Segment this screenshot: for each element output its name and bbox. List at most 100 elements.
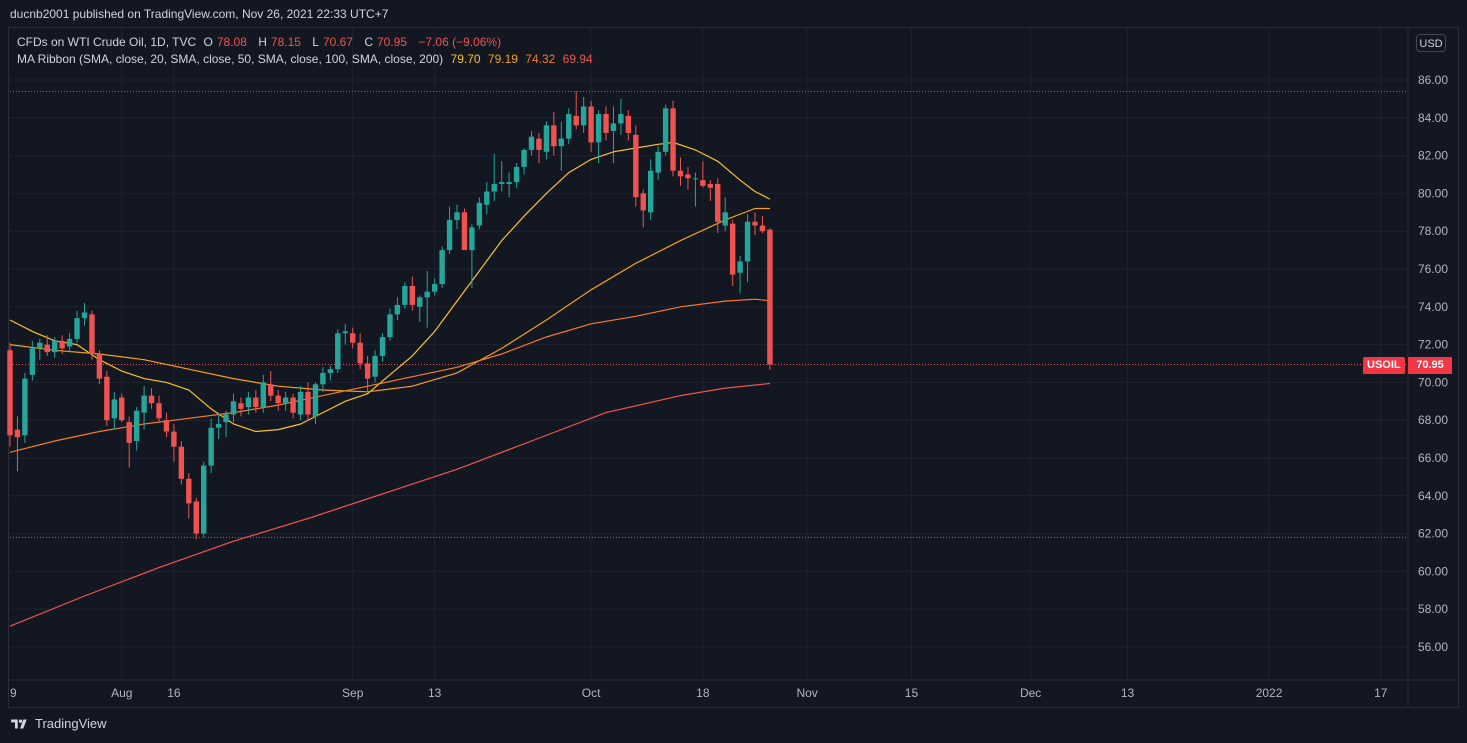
footer-brand[interactable]: TradingView [10,716,107,731]
candle-body[interactable] [342,331,348,334]
candle-body[interactable] [81,312,88,319]
candle-body[interactable] [275,395,281,404]
candle-body[interactable] [119,397,125,421]
candle-body[interactable] [707,183,713,188]
candle-body[interactable] [402,286,408,305]
candle-body[interactable] [528,136,535,150]
candle-body[interactable] [44,344,50,353]
candle-body[interactable] [618,114,624,124]
candle-body[interactable] [290,397,296,413]
candle-body[interactable] [22,378,28,436]
candle-body[interactable] [104,376,110,421]
candle-body[interactable] [685,174,691,179]
candle-body[interactable] [163,420,170,432]
candle-body[interactable] [461,212,468,251]
candle-body[interactable] [74,318,80,339]
candle-body[interactable] [305,391,311,415]
candle-body[interactable] [223,414,229,423]
candle-body[interactable] [350,333,356,343]
candle-body[interactable] [648,170,654,213]
candle-body[interactable] [610,123,617,132]
candle-body[interactable] [439,250,445,285]
candle-body[interactable] [327,369,334,373]
candle-body[interactable] [372,355,378,377]
candle-body[interactable] [148,395,155,404]
candle-body[interactable] [208,427,214,466]
candle-body[interactable] [7,350,13,436]
candle-body[interactable] [603,114,609,133]
candle-body[interactable] [506,182,512,184]
candle-body[interactable] [700,180,706,186]
candle-body[interactable] [320,372,326,385]
candle-body[interactable] [215,423,222,428]
candle-body[interactable] [409,286,415,305]
candle-body[interactable] [96,354,103,379]
candle-body[interactable] [580,106,587,126]
candle-body[interactable] [417,297,423,307]
candle-body[interactable] [484,191,490,205]
candle-body[interactable] [677,170,684,177]
candle-body[interactable] [536,138,542,150]
candle-body[interactable] [141,395,147,413]
candle-body[interactable] [446,219,453,251]
candle-body[interactable] [186,478,192,504]
candle-body[interactable] [335,333,341,370]
candle-body[interactable] [558,138,564,147]
candle-body[interactable] [268,384,274,396]
candle-body[interactable] [543,125,550,152]
candle-body[interactable] [744,221,751,262]
candle-body[interactable] [357,342,363,364]
candle-body[interactable] [752,221,758,226]
candle-body[interactable] [379,337,386,356]
candle-body[interactable] [454,212,460,220]
candle-body[interactable] [655,151,661,173]
candle-body[interactable] [29,348,36,375]
candle-body[interactable] [573,115,579,126]
candle-body[interactable] [178,446,185,479]
candle-body[interactable] [670,108,676,171]
candle-body[interactable] [469,227,475,251]
candle-body[interactable] [566,114,572,139]
candle-body[interactable] [171,431,177,447]
candle-body[interactable] [513,166,520,183]
candle-body[interactable] [364,363,371,379]
indicator-legend[interactable]: MA Ribbon (SMA, close, 20, SMA, close, 5… [17,51,597,67]
candle-body[interactable] [387,314,393,338]
candle-body[interactable] [238,403,244,409]
candle-body[interactable] [722,212,728,226]
candle-body[interactable] [66,338,73,347]
candle-body[interactable] [595,114,602,143]
candle-body[interactable] [476,202,483,226]
candle-body[interactable] [640,193,646,211]
candle-body[interactable] [37,342,43,349]
candle-body[interactable] [499,182,505,184]
candle-body[interactable] [111,399,117,419]
candle-body[interactable] [201,465,207,534]
candle-body[interactable] [491,183,497,192]
candle-body[interactable] [14,429,21,438]
candle-body[interactable] [133,410,140,441]
candle-body[interactable] [692,178,699,180]
candle-body[interactable] [253,397,259,407]
candle-body[interactable] [424,291,430,298]
candle-body[interactable] [521,149,527,167]
candle-body[interactable] [89,314,95,355]
candle-body[interactable] [737,261,743,273]
candle-body[interactable] [394,304,401,315]
candle-body[interactable] [193,501,199,534]
candle-body[interactable] [52,340,58,353]
candle-body[interactable] [715,183,721,222]
candle-body[interactable] [282,397,289,404]
candle-body[interactable] [245,397,252,407]
candle-body[interactable] [625,115,632,133]
candle-body[interactable] [767,229,773,365]
candle-body[interactable] [59,340,65,349]
candle-body[interactable] [230,401,237,415]
candle-body[interactable] [297,391,304,415]
candle-body[interactable] [551,125,557,147]
candle-body[interactable] [431,284,438,292]
candle-body[interactable] [759,225,766,232]
candle-body[interactable] [156,403,162,419]
